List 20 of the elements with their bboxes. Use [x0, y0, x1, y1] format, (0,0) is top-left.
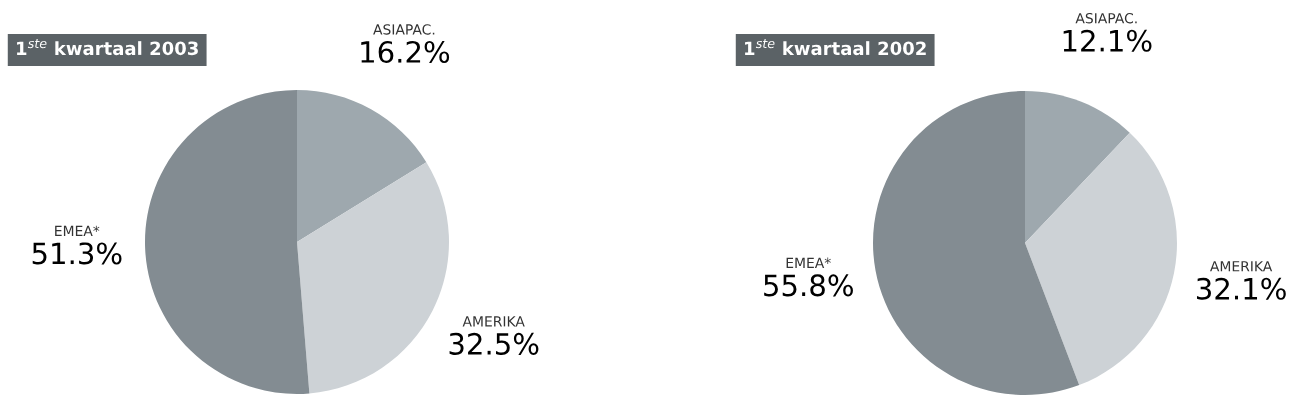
pie-slice [297, 162, 449, 394]
text: 1$^{ste}$ kwartaal 2002 [745, 39, 926, 56]
slice-label: ASIAPAC. [1075, 12, 1137, 24]
pie-slice [1025, 132, 1177, 386]
data-label: 51.3% [32, 242, 122, 265]
text: 1$^{ste}$ kwartaal 2003 [17, 39, 198, 56]
slice-label: EMEA* [786, 257, 831, 268]
pie-slice [1025, 91, 1130, 243]
pie-slice [145, 90, 310, 394]
slice-label: EMEA* [55, 225, 100, 236]
data-label: 55.8% [764, 274, 853, 297]
data-label: 32.5% [449, 332, 539, 355]
data-label: 32.1% [1196, 277, 1286, 300]
slice-label: AMERIKA [1210, 261, 1273, 272]
data-label: 16.2% [361, 40, 450, 63]
data-label: 12.1% [1063, 29, 1152, 52]
slice-label: ASIAPAC. [373, 24, 435, 35]
pie-slice [873, 91, 1080, 395]
slice-label: AMERIKA [462, 316, 525, 327]
pie-slice [297, 90, 427, 242]
